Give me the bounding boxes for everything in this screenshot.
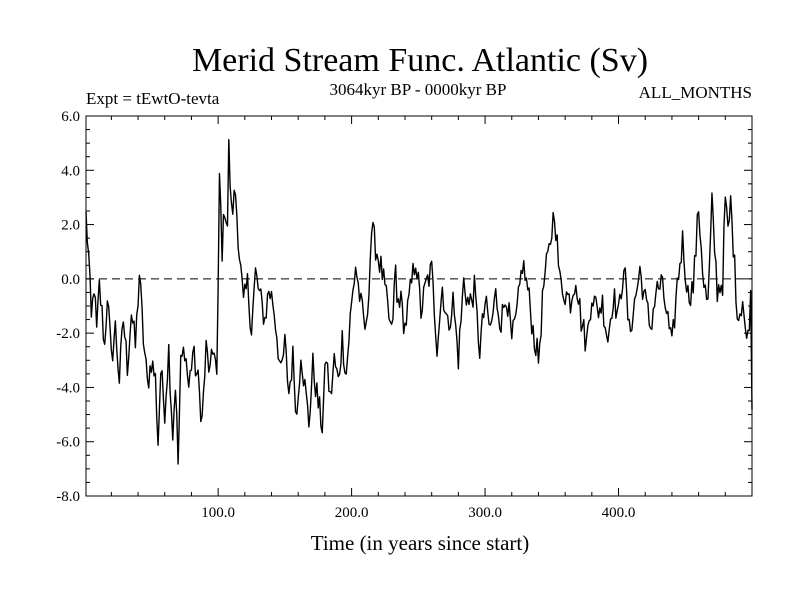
y-tick-label: 4.0 xyxy=(61,163,80,179)
plot-frame xyxy=(85,115,753,497)
time-range-label: 3064kyr BP - 0000kyr BP xyxy=(330,80,507,99)
y-tick-label: 6.0 xyxy=(61,109,80,125)
months-label: ALL_MONTHS xyxy=(639,83,752,102)
x-tick-label: 100.0 xyxy=(201,505,235,521)
x-axis: 100.0 200.0 300.0 400.0 xyxy=(110,116,753,521)
x-axis-label: Time (in years since start) xyxy=(311,531,530,555)
series-line xyxy=(85,138,753,465)
chart-title: Merid Stream Func. Atlantic (Sv) xyxy=(192,42,648,79)
y-tick-label: -4.0 xyxy=(56,380,80,396)
y-tick-label: 2.0 xyxy=(61,218,80,234)
y-tick-label: -8.0 xyxy=(56,489,80,505)
plot-area: -8.0 -6.0 -4.0 -2.0 0.0 2.0 4.0 6.0 100.0 200.0 3… xyxy=(56,109,753,521)
x-tick-label: 200.0 xyxy=(335,505,369,521)
experiment-label: Expt = tEwtO-tevta xyxy=(86,89,220,108)
y-tick-label: -2.0 xyxy=(56,326,80,342)
y-tick-label: 0.0 xyxy=(61,272,80,288)
x-tick-label: 400.0 xyxy=(602,505,636,521)
x-tick-label: 300.0 xyxy=(468,505,502,521)
y-tick-label: -6.0 xyxy=(56,435,80,451)
y-axis: -8.0 -6.0 -4.0 -2.0 0.0 2.0 4.0 6.0 xyxy=(56,109,752,505)
